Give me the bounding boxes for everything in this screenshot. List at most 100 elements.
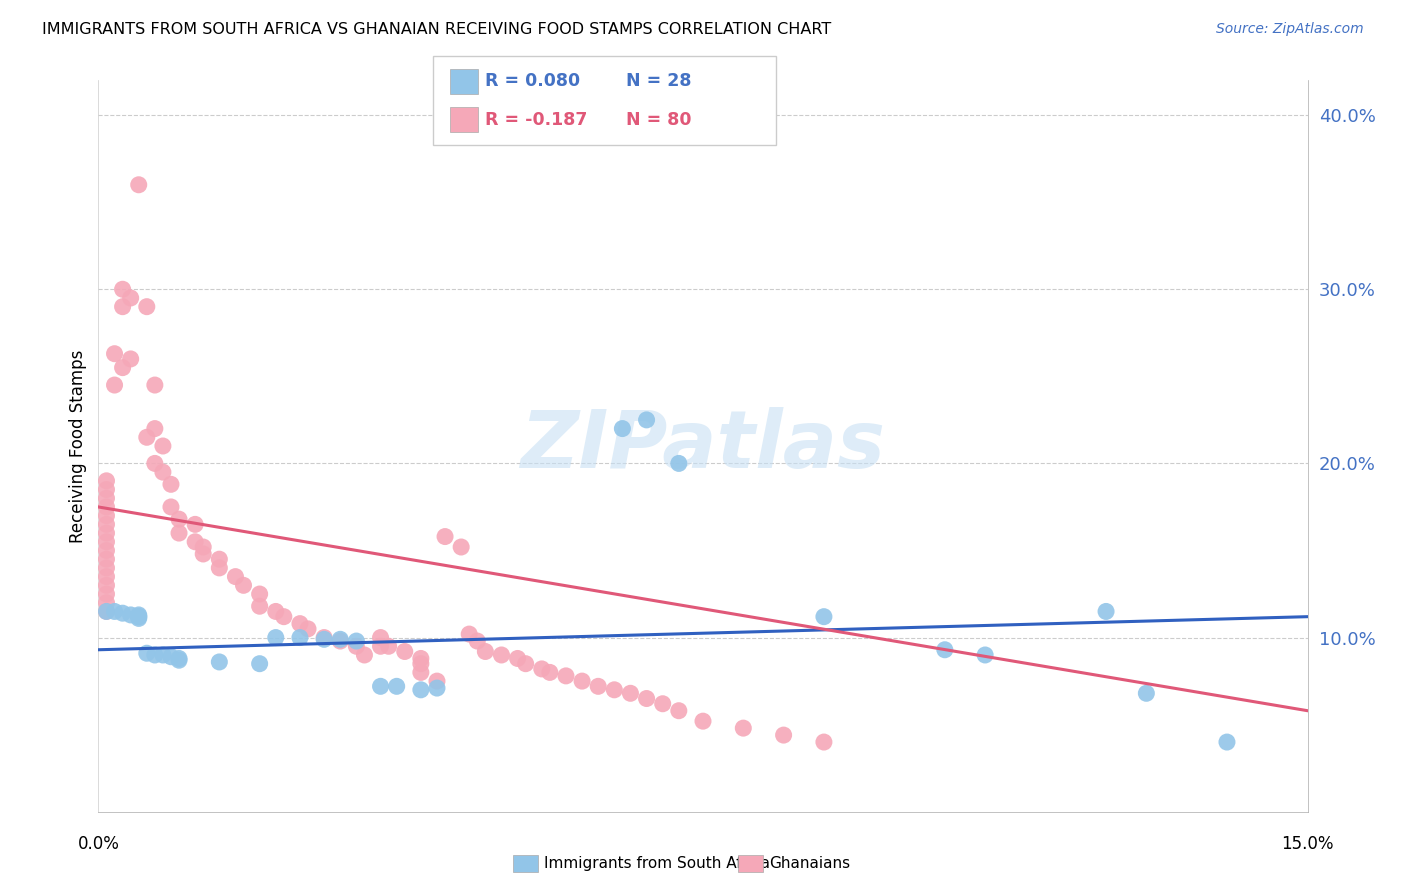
Point xyxy=(96,483,118,497)
Point xyxy=(96,552,118,566)
Point xyxy=(813,735,835,749)
Point xyxy=(96,543,118,558)
Point xyxy=(96,587,118,601)
Text: 0.0%: 0.0% xyxy=(77,835,120,853)
Point xyxy=(555,669,578,683)
Point xyxy=(208,655,231,669)
Point xyxy=(772,728,794,742)
Point xyxy=(474,644,496,658)
Point xyxy=(249,587,271,601)
Point xyxy=(692,714,714,728)
Point xyxy=(288,631,311,645)
Point xyxy=(143,457,166,471)
Point xyxy=(152,648,174,662)
Point xyxy=(344,640,367,654)
Point xyxy=(96,569,118,583)
Point xyxy=(193,540,215,554)
Point xyxy=(934,642,956,657)
Point xyxy=(409,657,432,671)
Point xyxy=(603,682,626,697)
Point xyxy=(208,552,231,566)
Point xyxy=(135,300,157,314)
Point xyxy=(111,282,134,296)
Point xyxy=(264,604,287,618)
Text: 15.0%: 15.0% xyxy=(1281,835,1334,853)
Point xyxy=(506,651,529,665)
Point xyxy=(450,540,472,554)
Point xyxy=(314,632,336,647)
Point xyxy=(297,622,319,636)
Text: Ghanaians: Ghanaians xyxy=(769,856,851,871)
Point xyxy=(458,627,481,641)
Point xyxy=(128,178,150,192)
Point xyxy=(167,653,190,667)
Point xyxy=(668,457,690,471)
Text: N = 28: N = 28 xyxy=(626,72,692,90)
Point xyxy=(152,465,174,479)
Point xyxy=(538,665,561,680)
Point xyxy=(120,291,142,305)
Point xyxy=(96,604,118,618)
Point xyxy=(571,674,593,689)
Text: R = -0.187: R = -0.187 xyxy=(485,111,588,128)
Text: Source: ZipAtlas.com: Source: ZipAtlas.com xyxy=(1216,22,1364,37)
Text: R = 0.080: R = 0.080 xyxy=(485,72,581,90)
Point xyxy=(135,646,157,660)
Point xyxy=(103,378,125,392)
Point xyxy=(143,378,166,392)
Point xyxy=(143,421,166,435)
Point xyxy=(409,665,432,680)
Point xyxy=(120,607,142,622)
Point xyxy=(636,413,658,427)
Point xyxy=(208,561,231,575)
Point xyxy=(733,721,755,735)
Point xyxy=(111,300,134,314)
Point xyxy=(143,648,166,662)
Point xyxy=(249,657,271,671)
Point xyxy=(96,526,118,541)
Point xyxy=(377,640,399,654)
Point xyxy=(167,651,190,665)
Point xyxy=(353,648,375,662)
Point xyxy=(465,634,488,648)
Point xyxy=(96,517,118,532)
Point xyxy=(160,649,183,664)
Point xyxy=(314,631,336,645)
Point xyxy=(288,616,311,631)
Point xyxy=(329,634,352,648)
Point xyxy=(111,360,134,375)
Point xyxy=(96,596,118,610)
Point xyxy=(135,430,157,444)
Point xyxy=(426,674,449,689)
Point xyxy=(96,578,118,592)
Point xyxy=(530,662,553,676)
Point xyxy=(96,500,118,514)
Text: IMMIGRANTS FROM SOUTH AFRICA VS GHANAIAN RECEIVING FOOD STAMPS CORRELATION CHART: IMMIGRANTS FROM SOUTH AFRICA VS GHANAIAN… xyxy=(42,22,831,37)
Point xyxy=(668,704,690,718)
Point xyxy=(128,609,150,624)
Point xyxy=(103,604,125,618)
Point xyxy=(96,604,118,618)
Point xyxy=(515,657,537,671)
Point xyxy=(813,609,835,624)
Point xyxy=(394,644,416,658)
Point xyxy=(385,679,408,693)
Point xyxy=(103,347,125,361)
Point xyxy=(160,500,183,514)
Point xyxy=(120,351,142,366)
Point xyxy=(264,631,287,645)
Text: ZIPatlas: ZIPatlas xyxy=(520,407,886,485)
Point xyxy=(409,682,432,697)
Point xyxy=(619,686,641,700)
Point xyxy=(370,640,392,654)
Point xyxy=(636,691,658,706)
Point xyxy=(651,697,673,711)
Point xyxy=(1216,735,1239,749)
Point xyxy=(152,439,174,453)
Point xyxy=(409,651,432,665)
Point xyxy=(344,634,367,648)
Point xyxy=(1135,686,1157,700)
Point xyxy=(184,517,207,532)
Point xyxy=(160,477,183,491)
Point xyxy=(224,569,246,583)
